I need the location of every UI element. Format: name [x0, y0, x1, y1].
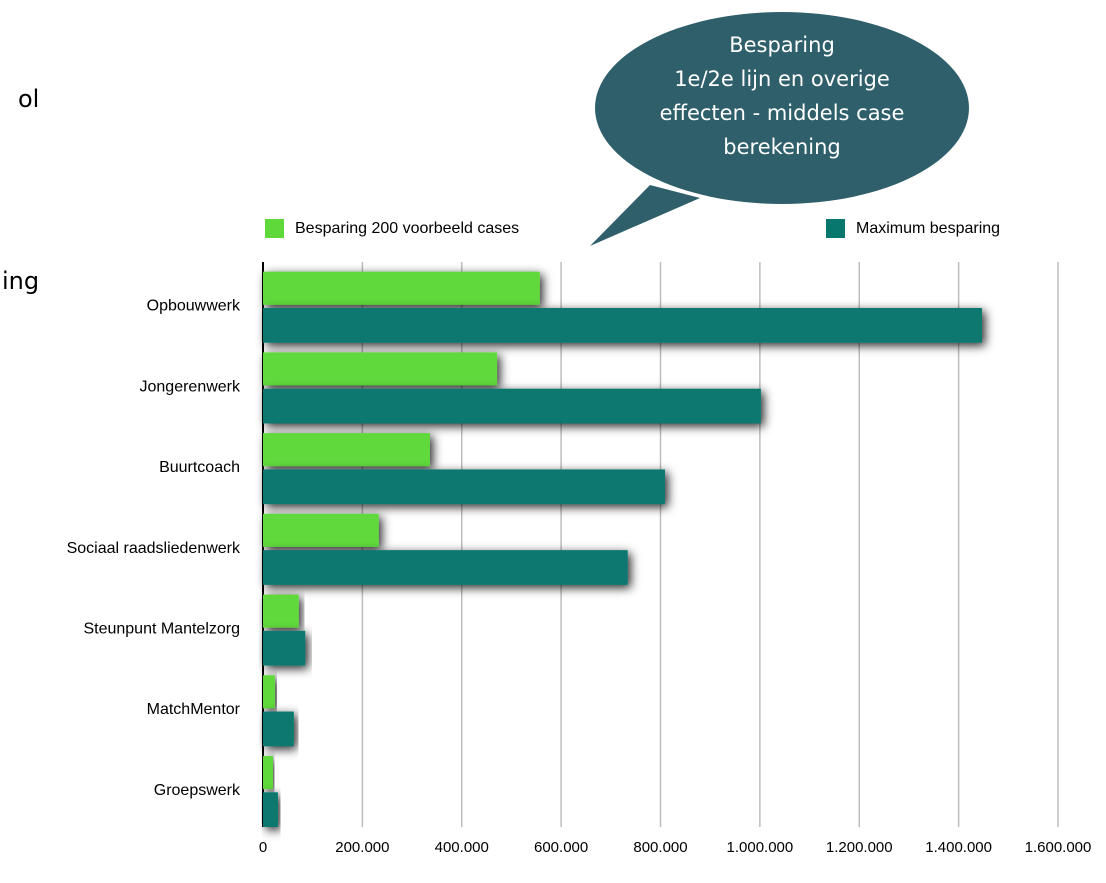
bar [263, 352, 498, 386]
x-tick-label: 600.000 [534, 839, 588, 856]
legend-label: Besparing 200 voorbeeld cases [295, 220, 519, 237]
x-tick-label: 400.000 [435, 839, 489, 856]
x-tick-label: 1.600.000 [1025, 839, 1092, 856]
slide-fragment: ol [18, 85, 39, 113]
bar [263, 550, 628, 585]
bar [263, 433, 430, 467]
bar [263, 388, 761, 424]
x-tick-label: 200.000 [335, 839, 389, 856]
x-tick-label: 1.400.000 [925, 839, 992, 856]
bar [263, 755, 273, 790]
callout-text: berekening [723, 135, 840, 159]
y-tick-label: Jongerenwerk [140, 378, 242, 395]
y-tick-label: Buurtcoach [159, 459, 240, 476]
callout-tail [590, 185, 700, 246]
bar [263, 271, 540, 305]
y-tick-label: Steunpunt Mantelzorg [83, 620, 240, 637]
callout-bubble [595, 12, 969, 204]
bar [263, 630, 306, 666]
x-tick-label: 0 [259, 839, 267, 856]
bar [263, 594, 299, 628]
bar [263, 711, 294, 747]
slide-fragment: ing [2, 267, 39, 295]
y-tick-label: Opbouwwerk [147, 298, 241, 315]
y-tick-label: MatchMentor [147, 701, 241, 718]
legend-swatch [265, 219, 284, 238]
bar [263, 513, 379, 547]
legend-label: Maximum besparing [856, 220, 1000, 237]
y-tick-label: Sociaal raadsliedenwerk [67, 540, 241, 557]
legend-swatch [826, 219, 845, 238]
callout-text: Besparing [729, 33, 835, 57]
x-tick-label: 1.200.000 [826, 839, 893, 856]
callout-text: 1e/2e lijn en overige [674, 67, 890, 91]
callout: Besparing 1e/2e lijn en overige effecten… [590, 12, 969, 246]
bar [263, 792, 278, 827]
y-tick-label: Groepswerk [154, 782, 241, 799]
bar [263, 308, 982, 343]
bar [263, 469, 665, 505]
bar [263, 675, 275, 709]
callout-text: effecten - middels case [660, 101, 905, 125]
x-tick-label: 800.000 [633, 839, 687, 856]
x-tick-label: 1.000.000 [727, 839, 794, 856]
